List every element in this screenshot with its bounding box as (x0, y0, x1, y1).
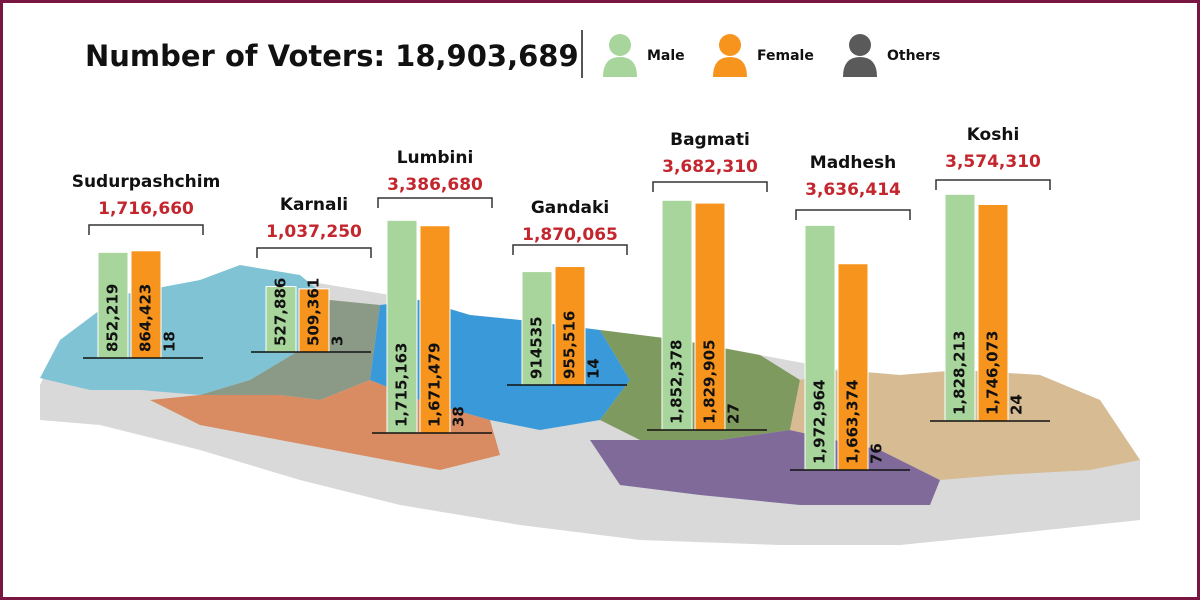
bracket (256, 247, 372, 258)
bar (386, 219, 418, 434)
legend-icon (719, 34, 741, 56)
value-label: 1,715,163 (393, 343, 411, 427)
province-total: 1,037,250 (266, 222, 362, 242)
province-name: Karnali (280, 195, 348, 215)
bar (97, 251, 129, 359)
legend-label: Others (887, 48, 940, 64)
value-label: 3 (329, 336, 347, 346)
legend-icon (603, 57, 637, 77)
province-name: Lumbini (397, 148, 474, 168)
value-label: 1,828,213 (951, 331, 969, 415)
province-name: Sudurpashchim (72, 172, 221, 192)
legend-icon (849, 34, 871, 56)
bar (694, 202, 726, 431)
legend: Male Female Others (603, 34, 940, 77)
value-label: 914535 (528, 316, 546, 379)
value-label: 527,886 (272, 278, 290, 346)
map-region (40, 265, 330, 395)
bar (265, 286, 297, 353)
bracket (377, 197, 493, 208)
province-name: Koshi (967, 125, 1020, 145)
legend-label: Female (757, 48, 814, 64)
bracket (652, 181, 768, 192)
value-label: 1,746,073 (984, 331, 1002, 415)
province-name: Bagmati (670, 130, 750, 150)
legend-icon (843, 57, 877, 77)
value-label: 955,516 (561, 311, 579, 379)
value-label: 14 (585, 358, 603, 379)
value-label: 852,219 (104, 284, 122, 352)
bar (944, 193, 976, 422)
bracket (795, 209, 911, 220)
value-label: 24 (1008, 394, 1026, 415)
value-label: 38 (450, 406, 468, 427)
bar (661, 199, 693, 431)
province-total: 3,682,310 (662, 157, 758, 177)
value-label: 1,852,378 (668, 340, 686, 424)
value-label: 76 (868, 443, 886, 464)
province-name: Gandaki (531, 198, 609, 218)
value-label: 509,361 (305, 278, 323, 346)
value-label: 18 (161, 331, 179, 352)
province-total: 3,636,414 (805, 180, 901, 200)
plot: Sudurpashchim 1,716,660 852,219 864,423 18 Ka… (72, 125, 1051, 471)
bar (298, 288, 330, 353)
province-total: 1,716,660 (98, 199, 194, 219)
bar (554, 266, 586, 386)
legend-icon (609, 34, 631, 56)
value-label: 864,423 (137, 284, 155, 352)
value-label: 27 (725, 403, 743, 424)
bracket (512, 244, 628, 255)
bracket (935, 179, 1051, 190)
map-region (790, 370, 1140, 480)
value-label: 1,972,964 (811, 380, 829, 464)
value-label: 1,663,374 (844, 380, 862, 464)
legend-label: Male (647, 48, 685, 64)
bracket (88, 224, 204, 235)
province-total: 1,870,065 (522, 225, 618, 245)
province-total: 3,386,680 (387, 175, 483, 195)
map-region (200, 300, 380, 400)
value-label: 1,829,905 (701, 340, 719, 424)
chart-title: Number of Voters: 18,903,689 (85, 39, 579, 73)
value-label: 1,671,479 (426, 343, 444, 427)
legend-icon (713, 57, 747, 77)
province-total: 3,574,310 (945, 152, 1041, 172)
bar (419, 225, 451, 434)
province-name: Madhesh (810, 153, 896, 173)
